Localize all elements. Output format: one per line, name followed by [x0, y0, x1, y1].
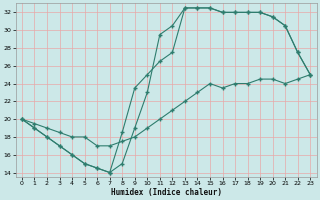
X-axis label: Humidex (Indice chaleur): Humidex (Indice chaleur) — [111, 188, 221, 197]
